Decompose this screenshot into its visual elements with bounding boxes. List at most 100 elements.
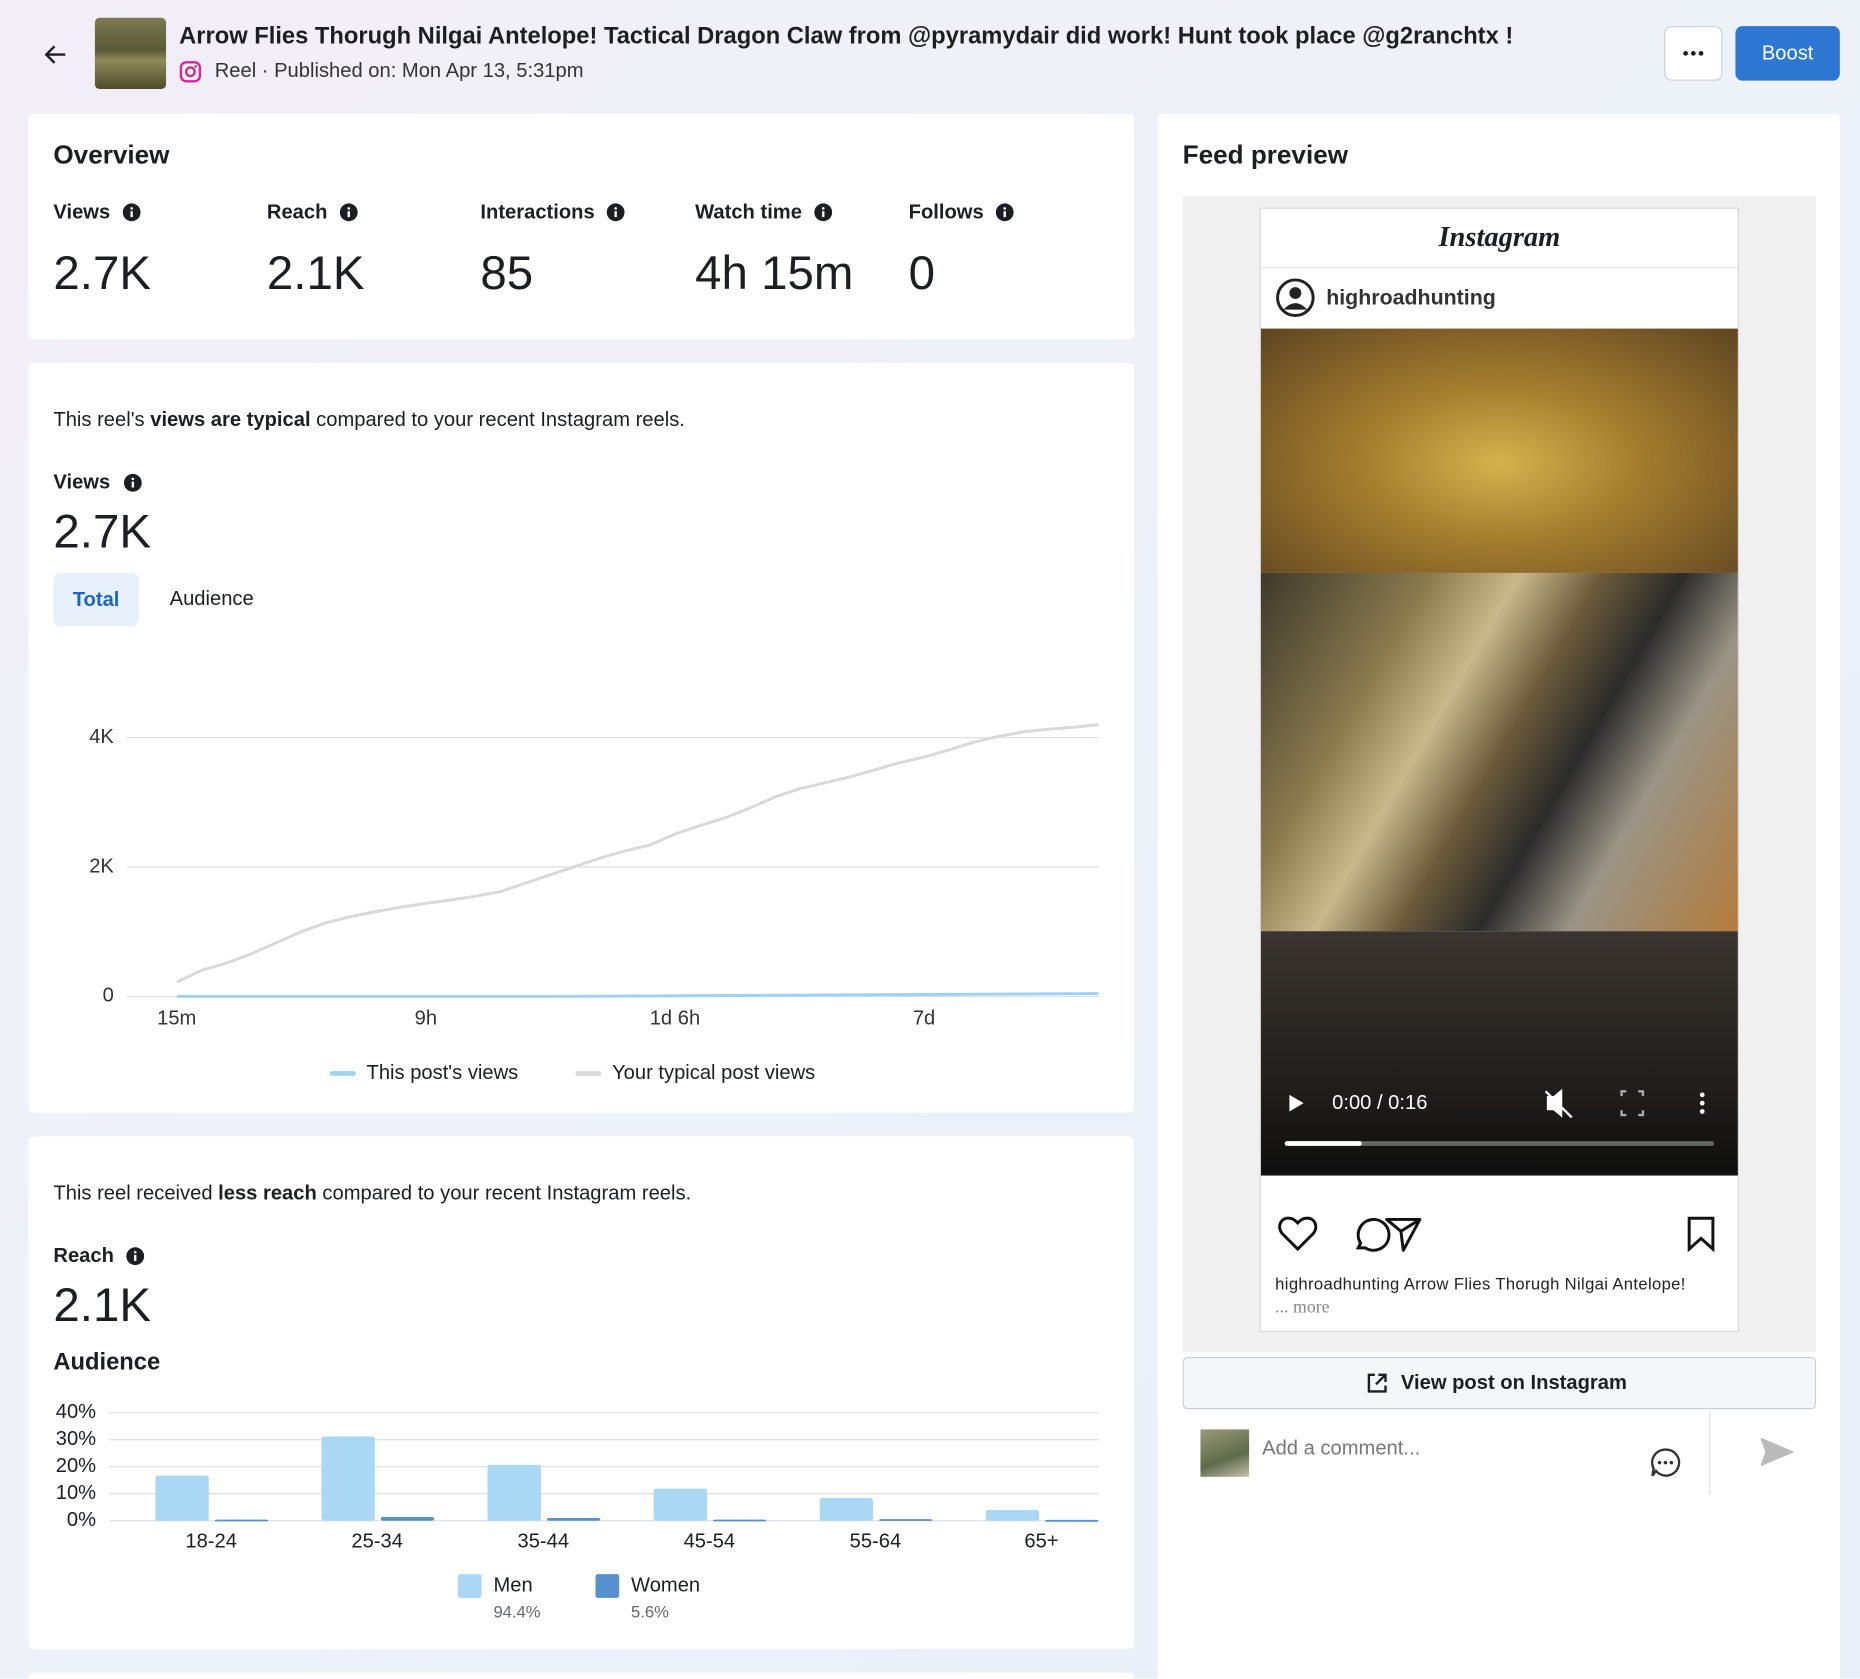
y-tick-label: 10% xyxy=(56,1482,96,1504)
x-tick-label: 25-34 xyxy=(351,1530,403,1552)
note-text: compared to your recent Instagram reels. xyxy=(316,1181,692,1205)
bar xyxy=(653,1488,707,1521)
info-icon[interactable] xyxy=(995,203,1014,222)
bar xyxy=(1045,1519,1099,1522)
x-tick-label: 45-54 xyxy=(684,1530,736,1552)
x-tick-label: 18-24 xyxy=(185,1530,237,1552)
share-icon[interactable] xyxy=(1385,1217,1422,1252)
more-button[interactable] xyxy=(1664,26,1723,81)
progress-track[interactable] xyxy=(1284,1141,1715,1146)
back-button[interactable] xyxy=(43,42,69,68)
metric-value: 2.7K xyxy=(53,247,152,300)
send-icon[interactable] xyxy=(1759,1435,1795,1468)
caption: highroadhunting Arrow Flies Thorugh Nilg… xyxy=(1275,1274,1686,1293)
bar xyxy=(985,1509,1040,1521)
views-note: This reel's views are typical compared t… xyxy=(53,408,685,432)
comment-icon[interactable] xyxy=(1355,1218,1391,1252)
metric-label: Reach xyxy=(266,200,328,224)
video-time: 0:00 / 0:16 xyxy=(1332,1091,1428,1114)
y-tick-label: 0 xyxy=(103,985,114,1007)
legend-swatch xyxy=(457,1574,482,1598)
metric-value: 85 xyxy=(480,247,534,300)
more-link[interactable]: ... more xyxy=(1275,1298,1330,1318)
comment-input[interactable]: Add a comment... xyxy=(1262,1436,1421,1460)
metric-label: Follows xyxy=(908,200,984,224)
emoji-comment-icon[interactable] xyxy=(1649,1446,1682,1479)
like-icon[interactable] xyxy=(1278,1216,1318,1252)
action-icons xyxy=(1278,1216,1715,1253)
info-icon[interactable] xyxy=(123,473,142,492)
info-icon[interactable] xyxy=(814,203,833,222)
progress-fill xyxy=(1284,1141,1362,1146)
bar xyxy=(214,1519,269,1522)
reach-card xyxy=(28,1136,1135,1649)
video-frame xyxy=(1260,572,1738,932)
video-blur-top xyxy=(1260,328,1738,573)
metric-label: Reach xyxy=(53,1244,114,1267)
metric-value: 4h 15m xyxy=(695,247,854,300)
avatar-icon xyxy=(1276,278,1315,318)
post-subtitle: Reel · Published on: Mon Apr 13, 5:31pm xyxy=(214,59,584,82)
bar xyxy=(155,1475,209,1521)
x-tick-label: 7d xyxy=(913,1007,935,1029)
x-tick-label: 15m xyxy=(157,1007,196,1029)
bar xyxy=(712,1519,767,1522)
reach-note: This reel received less reach compared t… xyxy=(53,1181,691,1205)
info-icon[interactable] xyxy=(606,203,625,222)
feed-preview-title: Feed preview xyxy=(1182,139,1349,170)
legend-label: Women xyxy=(631,1574,700,1596)
legend-swatch xyxy=(595,1574,620,1598)
overview-title: Overview xyxy=(53,139,170,170)
post-title: Arrow Flies Thorugh Nilgai Antelope! Tac… xyxy=(179,23,1514,50)
overview-card xyxy=(28,113,1135,340)
info-icon[interactable] xyxy=(122,203,141,222)
mute-icon[interactable] xyxy=(1544,1088,1573,1119)
x-tick-label: 35-44 xyxy=(518,1530,570,1552)
legend-label: Your typical post views xyxy=(612,1062,815,1084)
y-tick-label: 0% xyxy=(67,1509,96,1531)
boost-button[interactable]: Boost xyxy=(1735,26,1840,81)
legend-label: Men xyxy=(493,1574,532,1596)
bar xyxy=(878,1519,933,1521)
metric-value: 2.1K xyxy=(266,247,365,300)
more-icon xyxy=(1683,51,1704,56)
play-icon[interactable] xyxy=(1289,1094,1304,1112)
bar xyxy=(380,1516,435,1521)
bar xyxy=(546,1518,601,1521)
view-post-button[interactable] xyxy=(1182,1357,1817,1410)
external-link-icon xyxy=(1367,1373,1387,1393)
metric-label: Watch time xyxy=(695,200,802,224)
x-tick-label: 1d 6h xyxy=(650,1007,700,1029)
post-thumbnail xyxy=(94,17,167,89)
metric-label: Views xyxy=(53,470,111,494)
next-card xyxy=(28,1672,1135,1679)
video-blur-bottom xyxy=(1260,931,1738,1176)
metric-label: Views xyxy=(53,200,111,224)
legend-share: 94.4% xyxy=(493,1603,540,1622)
note-emphasis: less reach xyxy=(218,1181,317,1205)
instagram-logo: Instagram xyxy=(1438,222,1561,254)
info-icon[interactable] xyxy=(339,203,358,222)
y-tick-label: 4K xyxy=(89,726,114,748)
save-icon[interactable] xyxy=(1687,1216,1715,1253)
username: highroadhunting xyxy=(1326,285,1496,310)
bar xyxy=(321,1436,375,1521)
note-text: This reel's xyxy=(53,408,151,431)
divider xyxy=(1260,266,1738,269)
tab-total[interactable]: Total xyxy=(53,572,139,627)
video-controls xyxy=(1284,1088,1715,1146)
instagram-icon xyxy=(179,61,202,83)
x-tick-label: 55-64 xyxy=(850,1530,902,1552)
view-post-label: View post on Instagram xyxy=(1400,1371,1627,1394)
divider xyxy=(1709,1411,1711,1495)
commenter-avatar xyxy=(1200,1429,1250,1477)
fullscreen-icon[interactable] xyxy=(1620,1090,1645,1117)
chart-title: Audience xyxy=(53,1349,161,1376)
x-tick-label: 9h xyxy=(415,1007,437,1029)
metric-value: 2.1K xyxy=(53,1279,152,1332)
tab-audience[interactable]: Audience xyxy=(169,587,254,610)
metric-value: 0 xyxy=(908,247,936,300)
info-icon[interactable] xyxy=(126,1247,145,1266)
